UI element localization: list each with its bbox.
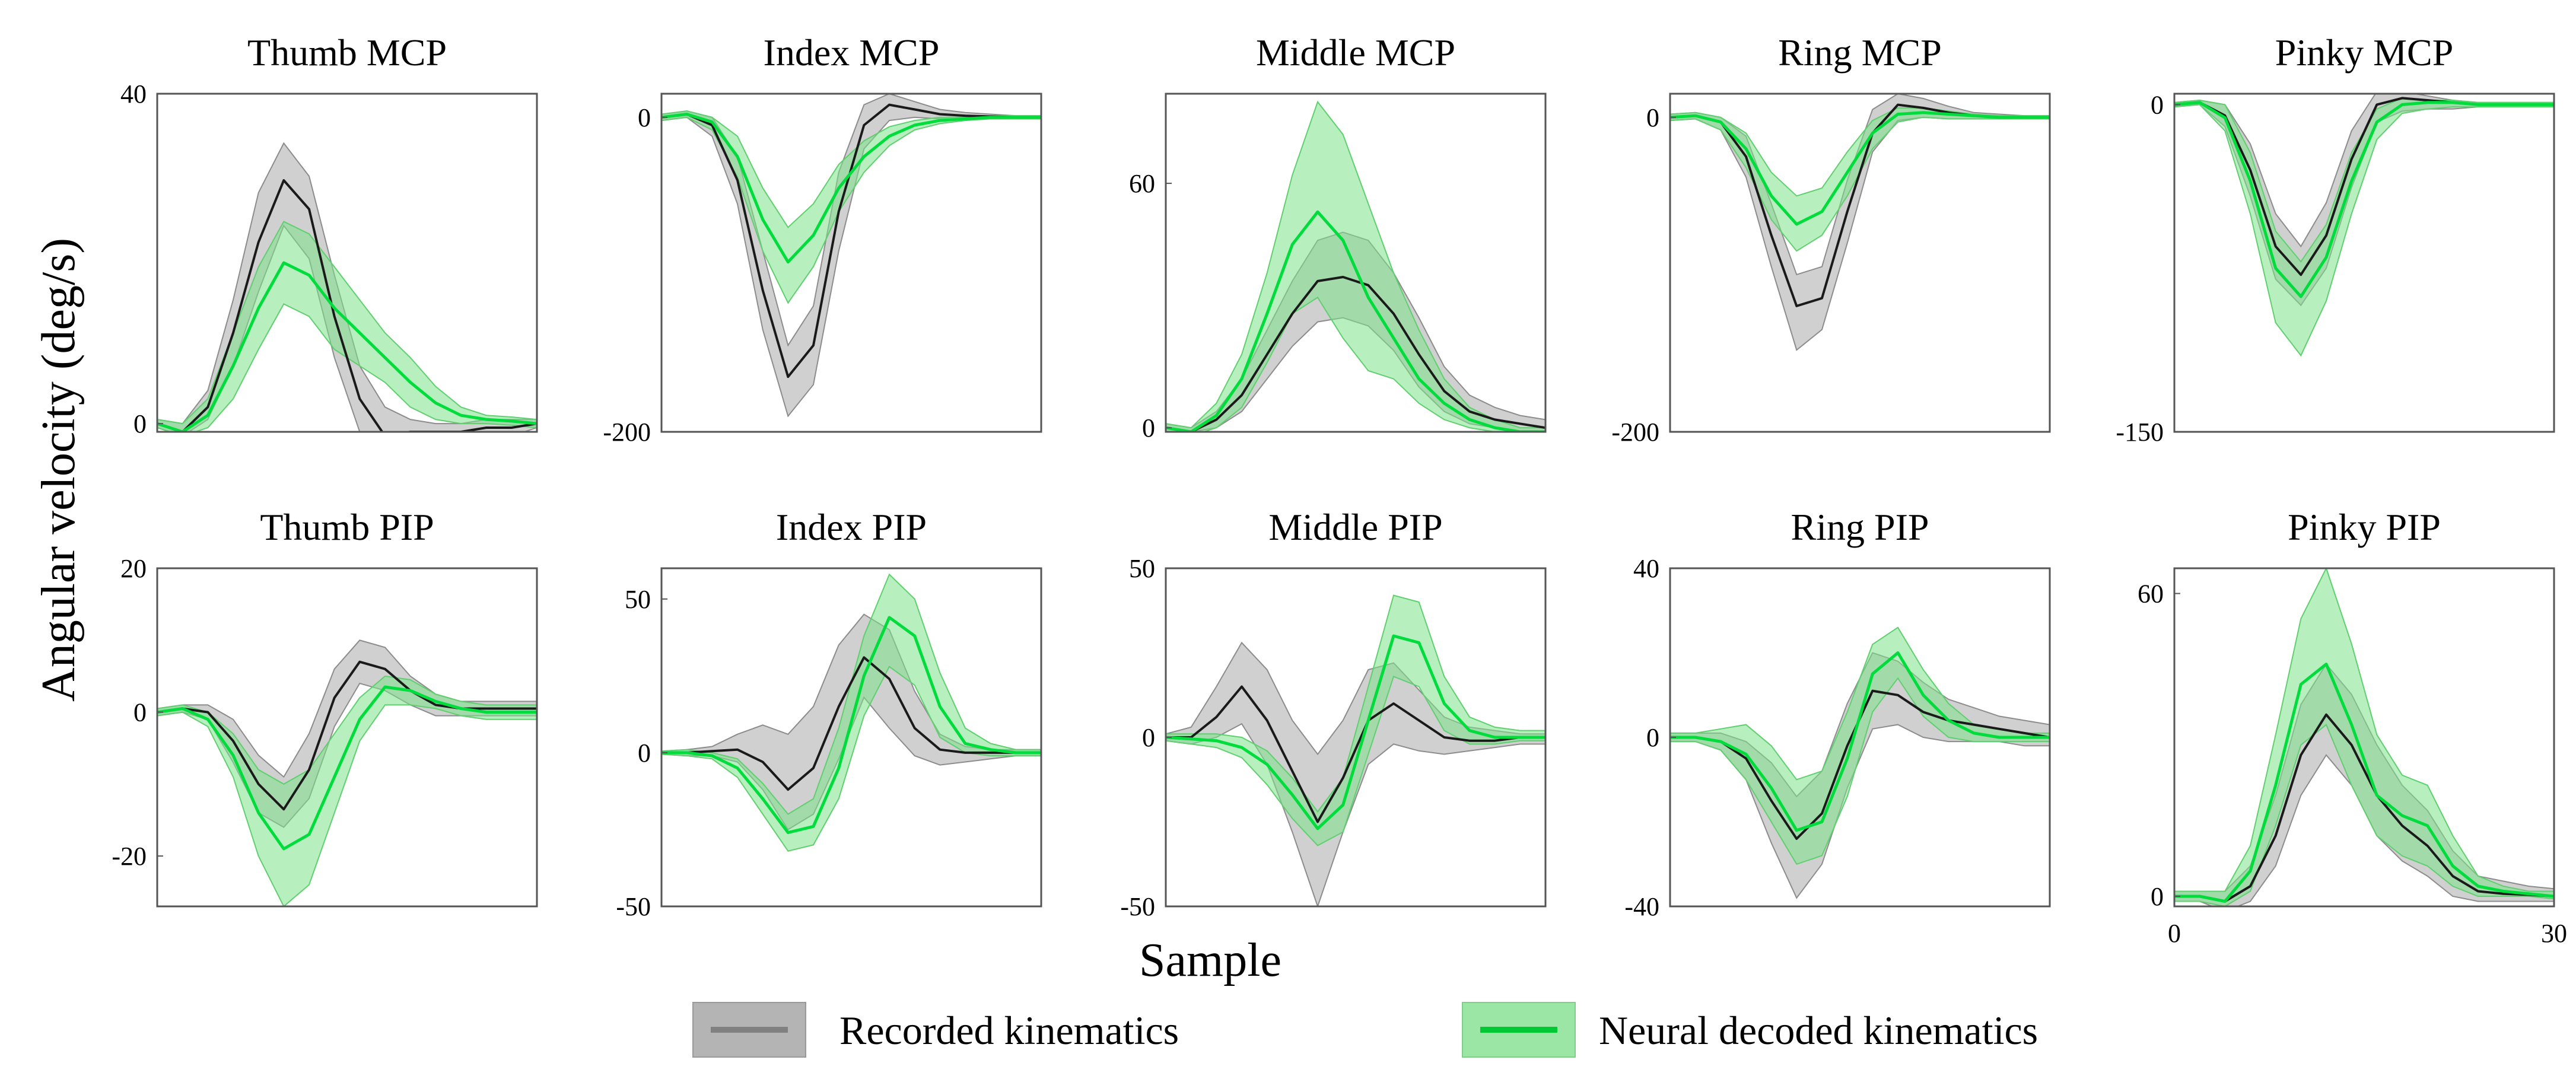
plot-frame xyxy=(660,567,1042,908)
y-tick-label: 0 xyxy=(133,698,147,727)
decoded-band xyxy=(157,221,537,432)
y-tick-label: -50 xyxy=(616,892,651,921)
y-tick-label: 20 xyxy=(120,554,147,583)
panel-title: Pinky MCP xyxy=(2275,31,2454,74)
y-tick-label: -40 xyxy=(1624,892,1659,921)
y-tick-label: 0 xyxy=(638,103,651,132)
plot-frame xyxy=(156,567,538,908)
y-tick-label: -20 xyxy=(112,842,147,871)
panel-middle-pip: Middle PIP 50 0 -50 xyxy=(1120,506,1547,921)
y-tick-label: 0 xyxy=(1646,103,1659,132)
panel-title: Middle MCP xyxy=(1256,31,1455,74)
plot-frame xyxy=(1669,93,2051,433)
y-tick-label: 60 xyxy=(2138,580,2164,609)
recorded-line xyxy=(1166,276,1545,432)
panel-title: Pinky PIP xyxy=(2288,506,2441,548)
plot-frame xyxy=(2173,93,2555,433)
panel-pinky-pip: Pinky PIP 60 00 30 xyxy=(2138,506,2567,948)
panel-ring-mcp: Ring MCP 0 -200 xyxy=(1611,31,2051,447)
panel-title: Index PIP xyxy=(776,506,927,548)
recorded-line xyxy=(157,179,537,432)
panel-title: Ring PIP xyxy=(1791,506,1929,548)
panel-pinky-mcp: Pinky MCP 0 -150 xyxy=(2116,31,2555,447)
y-tick-label: 0 xyxy=(1142,723,1155,752)
decoded-band xyxy=(662,573,1041,852)
panel-middle-mcp: Middle MCP 60 0 xyxy=(1129,31,1547,443)
panel-index-pip: Index PIP 50 0 -50 xyxy=(616,506,1042,921)
panel-thumb-mcp: Thumb MCP 0 40 xyxy=(120,31,538,438)
x-axis-label: Sample xyxy=(1139,934,1281,986)
y-tick-label: 0 xyxy=(2151,882,2164,911)
y-axis-label: Angular velocity (deg/s) xyxy=(33,238,85,702)
y-tick-label: -200 xyxy=(1611,418,1659,447)
legend-decoded-label: Neural decoded kinematics xyxy=(1599,1008,2038,1053)
decoded-band xyxy=(2174,568,2554,906)
recorded-line xyxy=(2174,713,2554,903)
plot-frame xyxy=(1165,93,1547,433)
recorded-line xyxy=(662,103,1041,378)
y-tick-label: -50 xyxy=(1120,892,1155,921)
y-tick-label: -150 xyxy=(2116,418,2164,447)
decoded-line xyxy=(1166,210,1545,432)
y-tick-label: 50 xyxy=(625,585,651,614)
legend: Recorded kinematics Neural decoded kinem… xyxy=(692,1002,2038,1058)
panel-title: Thumb PIP xyxy=(260,506,434,548)
panel-title: Middle PIP xyxy=(1268,506,1442,548)
decoded-line xyxy=(662,113,1041,264)
plot-frame xyxy=(660,93,1042,433)
y-tick-label: 50 xyxy=(1129,554,1155,583)
plot-frame xyxy=(2173,567,2555,908)
panel-index-mcp: Index MCP 0 -200 xyxy=(603,31,1042,447)
decoded-line xyxy=(2174,663,2554,903)
x-tick-label: 0 xyxy=(2168,919,2181,948)
y-tick-label: 0 xyxy=(2151,90,2164,119)
legend-recorded-label: Recorded kinematics xyxy=(839,1008,1179,1053)
panel-title: Index MCP xyxy=(764,31,940,74)
panel-title: Ring MCP xyxy=(1778,31,1942,74)
decoded-line xyxy=(1166,634,1545,830)
panel-ring-pip: Ring PIP 40 0 -40 xyxy=(1624,506,2051,921)
recorded-line xyxy=(1166,685,1545,823)
y-tick-label: 0 xyxy=(1646,723,1659,752)
decoded-line xyxy=(662,616,1041,835)
decoded-line xyxy=(157,261,537,432)
panel-title: Thumb MCP xyxy=(247,31,447,74)
recorded-line xyxy=(157,660,537,811)
decoded-line xyxy=(1670,111,2050,226)
decoded-band xyxy=(1670,626,2050,865)
decoded-line xyxy=(1670,651,2050,832)
panel-thumb-pip: Thumb PIP 20 0 -20 xyxy=(112,506,538,908)
decoded-band xyxy=(1670,107,2050,252)
y-tick-label: 0 xyxy=(133,409,147,438)
y-tick-label: 60 xyxy=(1129,169,1155,198)
x-tick-label: 30 xyxy=(2541,919,2567,948)
y-tick-label: 40 xyxy=(1633,554,1659,583)
y-tick-label: 40 xyxy=(120,79,147,109)
decoded-band xyxy=(662,110,1041,304)
y-tick-label: -200 xyxy=(603,418,651,447)
decoded-line xyxy=(2174,101,2554,298)
decoded-band xyxy=(157,675,537,906)
recorded-line xyxy=(662,656,1041,791)
y-tick-label: 0 xyxy=(1142,413,1155,443)
y-tick-label: 0 xyxy=(638,739,651,768)
plot-frame xyxy=(156,93,538,433)
decoded-line xyxy=(157,685,537,851)
decoded-band xyxy=(2174,97,2554,357)
